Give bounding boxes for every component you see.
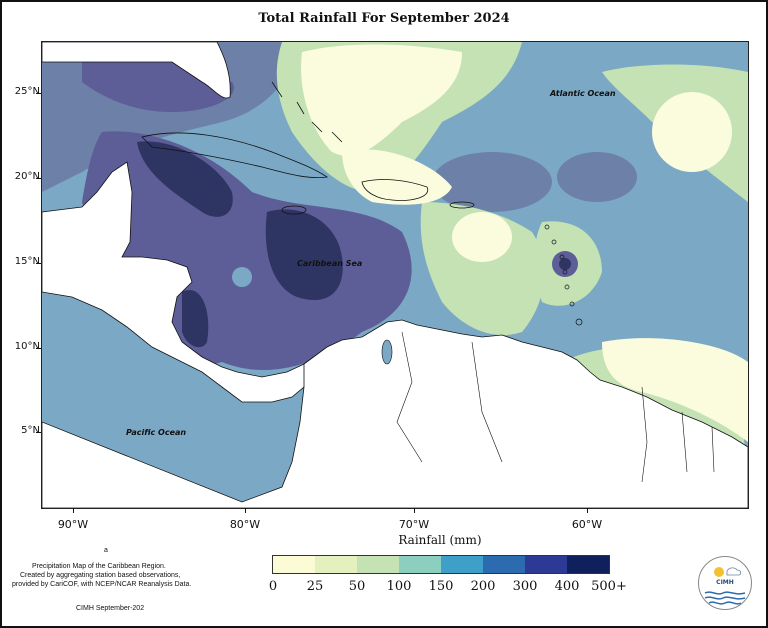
florida-land — [42, 42, 231, 99]
legend-title: Rainfall (mm) — [398, 533, 482, 547]
hispaniola-dry — [342, 149, 452, 205]
logo-text: CIMH — [716, 579, 734, 586]
logo-graphic — [704, 567, 746, 605]
maracaibo-lake — [381, 339, 393, 365]
legend-swatch — [357, 556, 399, 573]
note-line-1: Precipitation Map of the Caribbean Regio… — [32, 563, 166, 570]
legend-break-label: 25 — [306, 579, 324, 594]
map-canvas — [42, 42, 748, 508]
lon-tick-70: 70°W — [398, 518, 430, 531]
guyana-dry — [602, 338, 748, 442]
lon-tick-90: 90°W — [57, 518, 89, 531]
lat-tick-25: 25°N — [14, 86, 40, 97]
atlantic-slate-blob-2 — [557, 152, 637, 202]
legend-swatch — [273, 556, 315, 573]
legend-bar — [272, 555, 610, 574]
south-america-land — [42, 319, 748, 508]
lat-tick-5: 5°N — [21, 425, 40, 436]
legend-break-label: 150 — [428, 579, 454, 594]
caribbean-sea-label: Caribbean Sea — [297, 259, 363, 268]
atlantic-slate-blob — [432, 152, 552, 212]
cuba-outline — [141, 132, 329, 179]
central-america-land — [42, 161, 313, 403]
legend-swatch — [483, 556, 525, 573]
lon-tick-80: 80°W — [229, 518, 261, 531]
wave-icon — [704, 591, 746, 595]
rainfall-map — [41, 41, 749, 509]
cimh-logo: CIMH — [698, 556, 752, 610]
cloud-icon — [726, 567, 742, 576]
caribbean-spot — [232, 267, 252, 287]
note-line-2: Created by aggregating station based obs… — [20, 572, 181, 579]
map-title: Total Rainfall For September 2024 — [258, 11, 510, 26]
cuba-dark-zone — [137, 141, 233, 217]
legend-swatch — [315, 556, 357, 573]
legend-break-label: 50 — [348, 579, 366, 594]
bahamas-dry-zone — [301, 44, 462, 156]
lon-tick-60: 60°W — [571, 518, 603, 531]
credit-line: CIMH September-202 — [76, 605, 145, 612]
legend-break-label: 300 — [512, 579, 538, 594]
lat-tick-10: 10°N — [14, 341, 40, 352]
legend-break-label: 400 — [554, 579, 580, 594]
atlantic-east-dry — [652, 92, 732, 172]
martinique-dark — [559, 258, 571, 270]
legend-break-label: 200 — [470, 579, 496, 594]
legend-break-label: 500+ — [591, 579, 627, 594]
lat-tick-20: 20°N — [14, 171, 40, 182]
legend-swatch — [567, 556, 609, 573]
legend-swatch — [525, 556, 567, 573]
legend-break-label: 0 — [268, 579, 278, 594]
east-caribbean-light — [420, 202, 545, 336]
hispaniola-outline — [361, 179, 429, 201]
note-line-3: provided by CariCOF, with NCEP/NCAR Rean… — [12, 581, 192, 588]
puerto-rico-outline — [449, 201, 475, 209]
stray-mark: a — [104, 547, 108, 554]
pacific-ocean-label: Pacific Ocean — [126, 428, 187, 437]
legend-swatch — [441, 556, 483, 573]
legend-swatch — [399, 556, 441, 573]
sun-icon — [714, 567, 724, 577]
legend-break-label: 100 — [386, 579, 412, 594]
caribbean-dark-zone — [265, 209, 343, 301]
honduras-dark-zone — [182, 290, 209, 348]
lat-tick-15: 15°N — [14, 256, 40, 267]
jamaica-outline — [281, 205, 307, 215]
east-caribbean-dry — [452, 212, 512, 262]
atlantic-ocean-label: Atlantic Ocean — [550, 89, 616, 98]
